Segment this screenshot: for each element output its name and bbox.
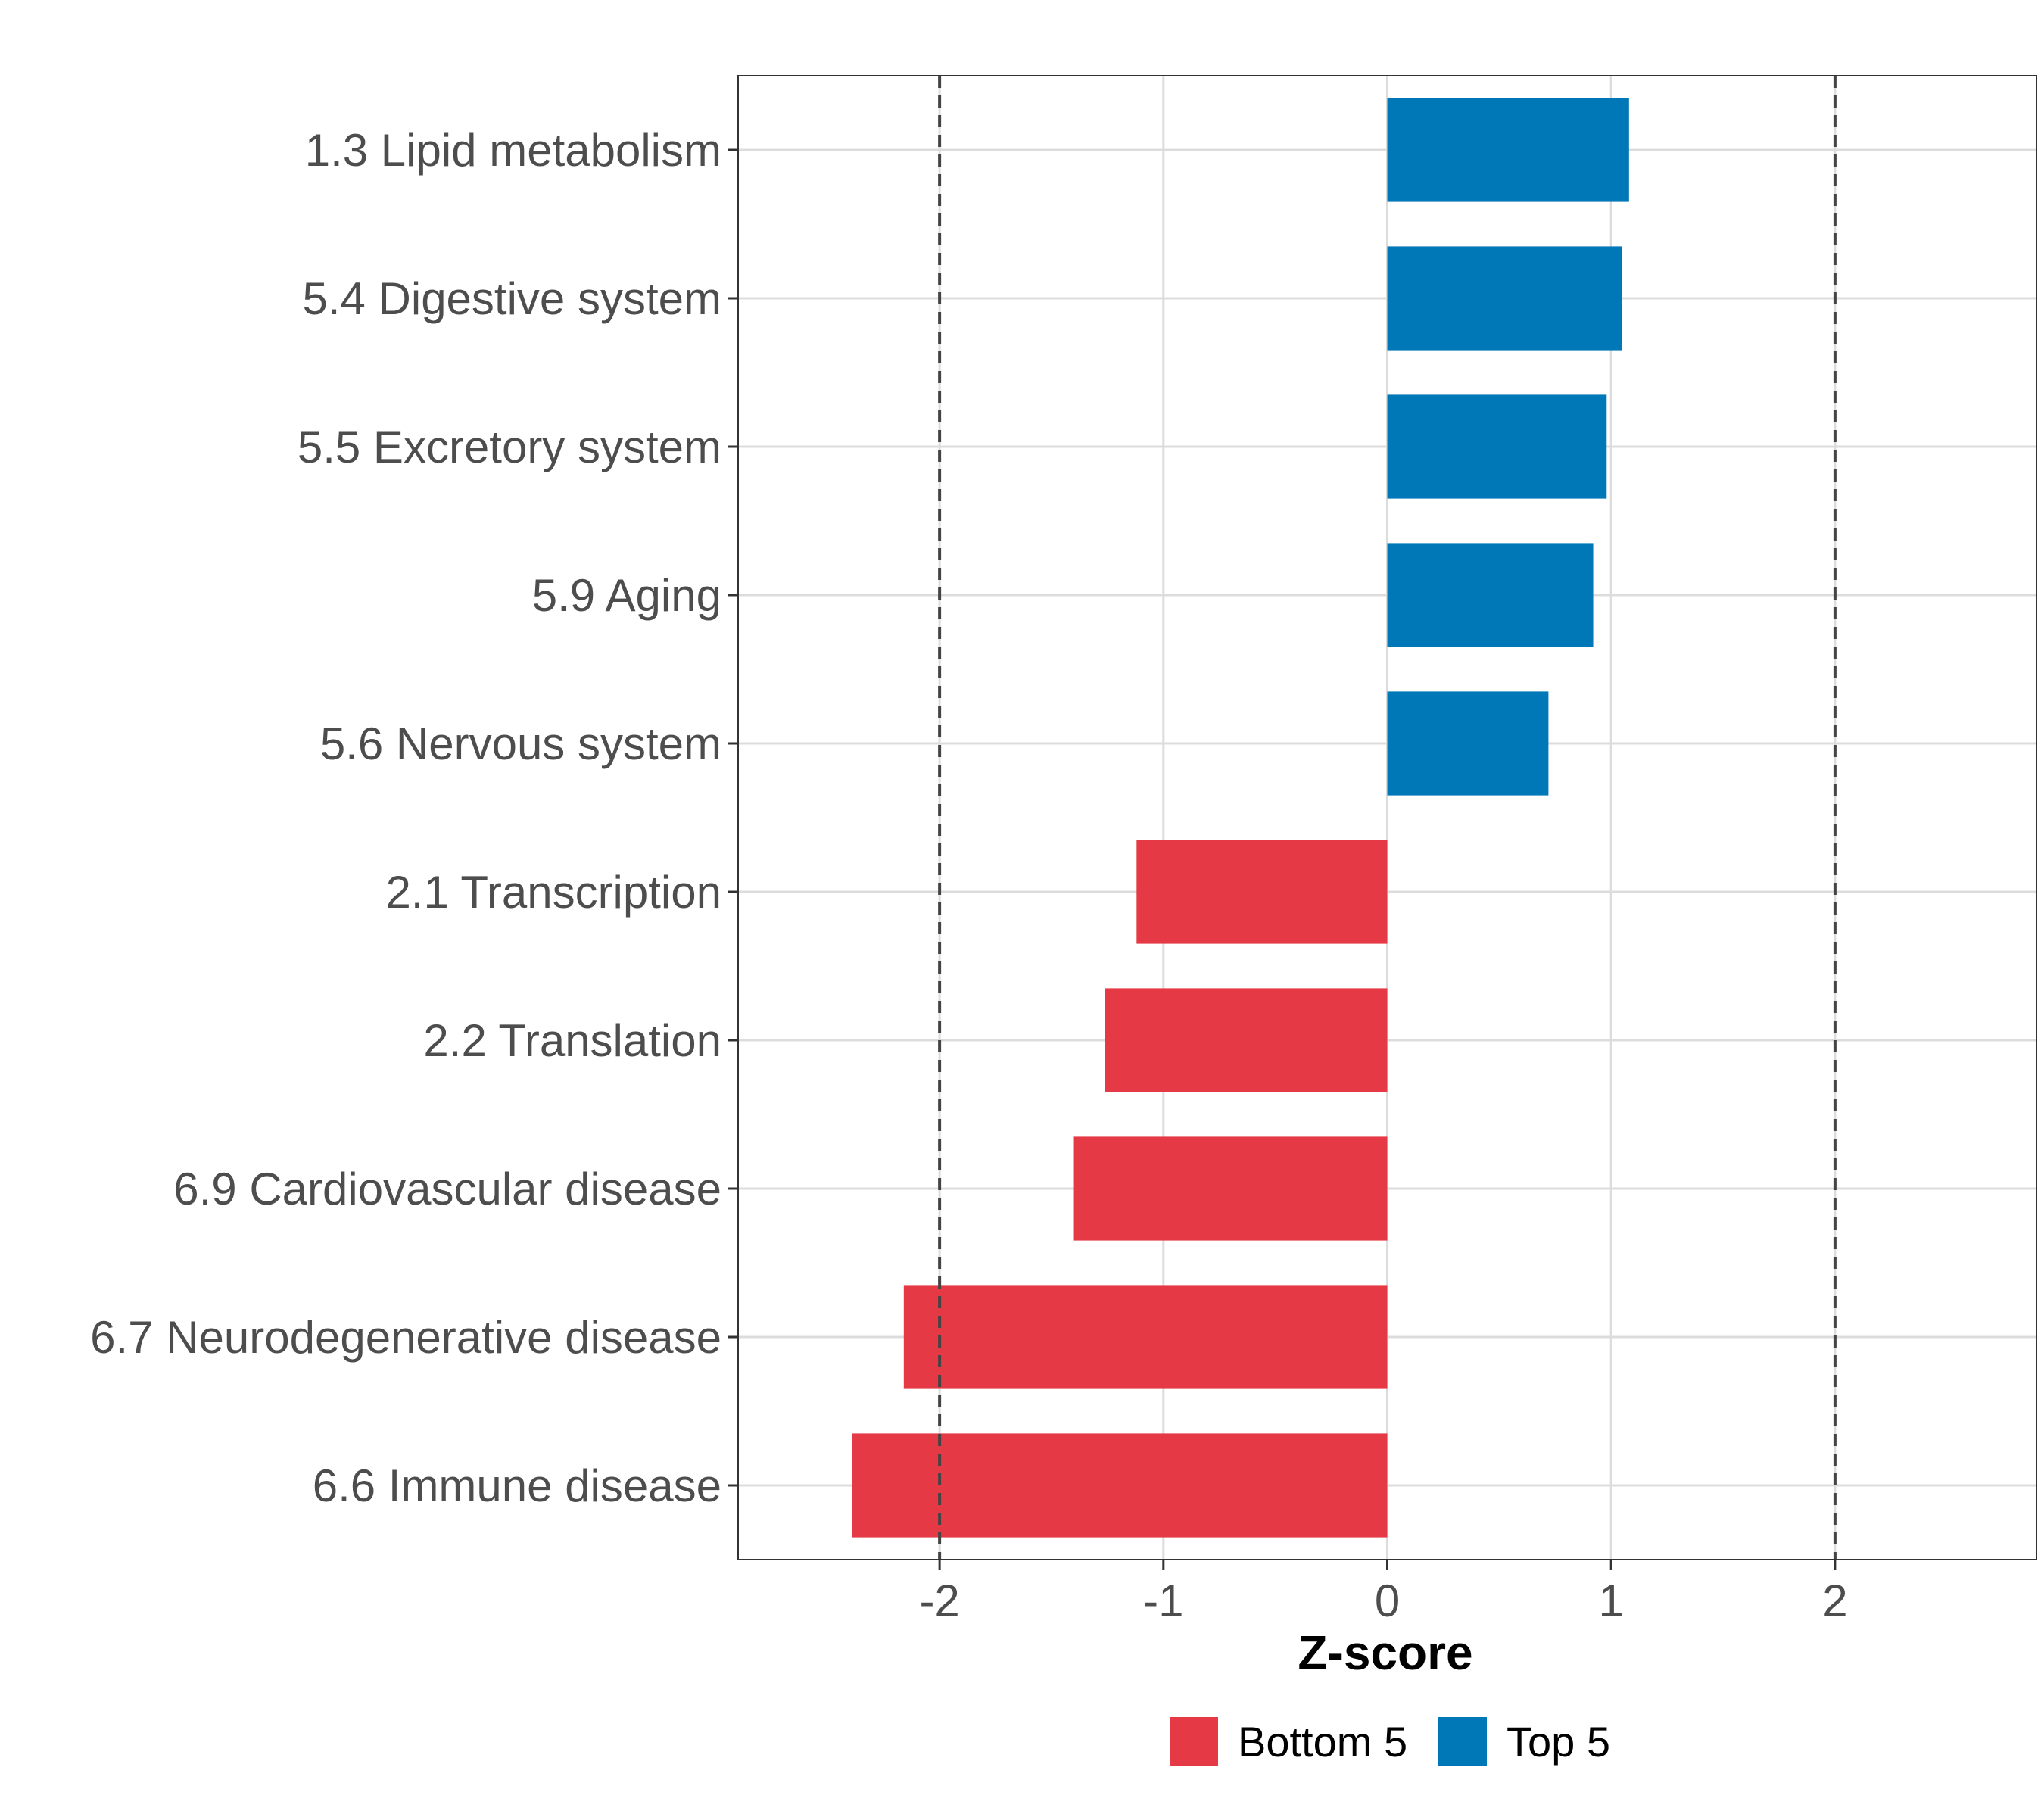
bar-2-2-translation [1105,988,1388,1092]
bars [852,98,1629,1538]
bar-5-6-nervous-system [1387,691,1549,796]
y-tick-label: 5.4 Digestive system [302,273,721,324]
legend-label: Bottom 5 [1238,1718,1407,1766]
y-tick-label: 5.6 Nervous system [320,718,721,769]
y-tick-label: 6.6 Immune disease [313,1460,721,1511]
y-tick-label: 2.1 Transcription [385,867,721,918]
reference-lines [938,76,1837,1560]
legend-label: Top 5 [1507,1718,1610,1766]
y-axis: 1.3 Lipid metabolism 5.4 Digestive system… [90,125,738,1511]
bar-5-9-aging [1387,543,1594,647]
y-tick-label: 5.9 Aging [532,570,721,621]
legend: Bottom 5 Top 5 [1170,1717,1610,1766]
bar-1-3-lipid-metabolism [1387,98,1629,202]
bar-2-1-transcription [1136,840,1388,944]
x-tick-label: -1 [1143,1575,1183,1626]
y-tick-label: 2.2 Translation [423,1015,721,1066]
x-tick-label: 0 [1375,1575,1400,1626]
y-tick-label: 5.5 Excretory system [298,422,721,472]
bar-6-7-neurodegenerative-disease [903,1285,1388,1389]
x-axis: -2 -1 0 1 2 [919,1560,1848,1626]
legend-swatch [1438,1717,1487,1766]
x-tick-label: 2 [1822,1575,1847,1626]
legend-swatch [1170,1717,1218,1766]
bar-5-4-digestive-system [1387,246,1622,351]
y-tick-label: 1.3 Lipid metabolism [305,125,721,176]
bar-5-5-excretory-system [1387,394,1607,499]
bar-6-6-immune-disease [852,1433,1388,1538]
bar-6-9-cardiovascular-disease [1073,1136,1388,1241]
y-tick-label: 6.7 Neurodegenerative disease [90,1312,721,1363]
x-axis-title: Z-score [1298,1625,1472,1680]
x-tick-label: -2 [919,1575,959,1626]
y-tick-label: 6.9 Cardiovascular disease [173,1164,721,1214]
x-tick-label: 1 [1599,1575,1624,1626]
